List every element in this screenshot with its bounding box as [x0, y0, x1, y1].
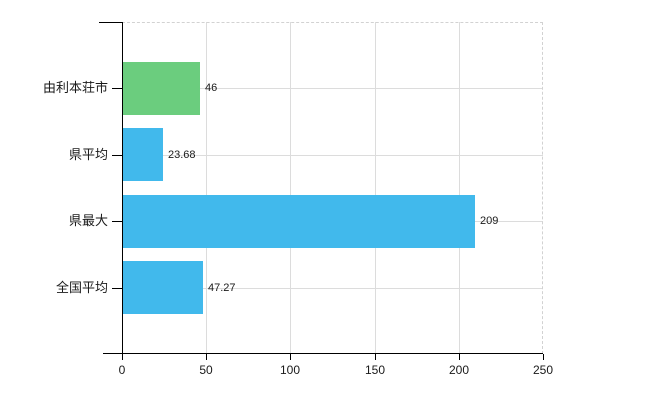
bar-県平均: [123, 128, 163, 181]
plot-border-right: [542, 22, 543, 354]
x-tick: [543, 354, 544, 360]
y-tick: [112, 221, 122, 222]
x-tick-label: 100: [279, 363, 301, 377]
bar-県最大: [123, 195, 475, 248]
plot-border-top: [122, 22, 543, 23]
bar-全国平均: [123, 261, 203, 314]
y-gridline: [122, 155, 543, 156]
x-tick: [290, 354, 291, 360]
x-tick-label: 150: [364, 363, 386, 377]
category-label-全国平均: 全国平均: [55, 280, 108, 295]
bar-value-label: 46: [205, 82, 218, 94]
y-tick: [112, 88, 122, 89]
y-gridline: [122, 88, 543, 89]
x-tick-label: 0: [118, 363, 126, 377]
category-label-由利本荘市: 由利本荘市: [42, 80, 108, 95]
y-axis-top-tick: [99, 22, 123, 23]
y-tick: [112, 288, 122, 289]
category-label-県平均: 県平均: [68, 147, 108, 162]
y-gridline: [122, 288, 543, 289]
bar-由利本荘市: [123, 62, 200, 115]
x-gridline: [290, 22, 292, 354]
bar-value-label: 47.27: [208, 282, 236, 294]
x-axis-line: [103, 353, 543, 354]
x-gridline: [374, 22, 376, 354]
bar-value-label: 209: [480, 215, 499, 227]
y-tick: [112, 155, 122, 156]
x-tick-label: 250: [532, 363, 554, 377]
category-label-県最大: 県最大: [68, 213, 108, 228]
x-tick: [375, 354, 376, 360]
x-tick: [122, 354, 123, 360]
x-tick: [459, 354, 460, 360]
x-tick-label: 200: [448, 363, 470, 377]
bar-value-label: 23.68: [168, 149, 196, 161]
x-gridline: [458, 22, 460, 354]
x-tick-label: 50: [199, 363, 213, 377]
y-axis-line: [122, 22, 123, 354]
x-gridline: [206, 22, 208, 354]
x-tick: [206, 354, 207, 360]
